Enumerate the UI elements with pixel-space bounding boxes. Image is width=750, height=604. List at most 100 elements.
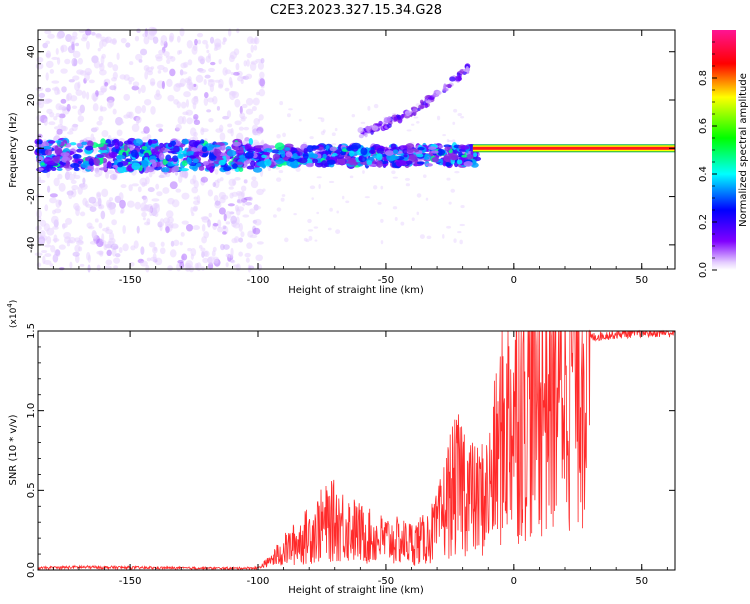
spectrogram-cell bbox=[151, 148, 159, 155]
spectrogram-cell bbox=[77, 240, 84, 244]
spectrogram-cell bbox=[240, 185, 247, 192]
spectrogram-cell bbox=[99, 63, 103, 68]
spectrogram-cell bbox=[147, 138, 153, 146]
spectrogram-cell bbox=[86, 222, 93, 229]
spectrogram-cell bbox=[140, 260, 148, 267]
spectrogram-cell bbox=[179, 168, 189, 172]
spectrogram-cell bbox=[358, 134, 364, 139]
spectrogram-cell bbox=[166, 58, 171, 64]
spectrogram-cell bbox=[177, 259, 184, 264]
spectrogram-cell bbox=[72, 153, 82, 159]
spectrogram-cell bbox=[209, 36, 215, 44]
spectrogram-cell bbox=[64, 58, 71, 65]
spectrogram-cell bbox=[228, 186, 234, 190]
spectrogram-cell bbox=[131, 123, 140, 133]
spectrogram-cell bbox=[77, 108, 83, 116]
colorbar-tick-label: 0.8 bbox=[698, 70, 709, 86]
spectrogram-cell bbox=[351, 114, 356, 118]
spectrogram-cell bbox=[256, 91, 260, 96]
spectrogram-cell bbox=[450, 188, 456, 193]
spectrogram-cell bbox=[66, 171, 72, 175]
snr-y-tick-label: 0.0 bbox=[26, 562, 37, 578]
spectrogram-cell bbox=[230, 71, 234, 75]
spectrogram-cell bbox=[60, 152, 70, 157]
spectrogram-cell bbox=[459, 223, 465, 227]
spectrogram-cell bbox=[312, 158, 319, 164]
spectrogram-cell bbox=[66, 103, 71, 112]
spectrogram-cell bbox=[217, 219, 222, 229]
spectrogram-cell bbox=[238, 237, 244, 243]
spectrogram-cell bbox=[413, 116, 419, 119]
spectrogram-cell bbox=[109, 85, 117, 91]
snr-frame bbox=[37, 330, 676, 571]
spectrogram-cell bbox=[246, 242, 253, 249]
spectrogram-cell bbox=[131, 85, 139, 91]
spectrogram-cell bbox=[320, 117, 325, 123]
spectrogram-cell bbox=[61, 86, 67, 93]
spectrogram-cell bbox=[82, 197, 88, 206]
spectrogram-cell bbox=[406, 147, 414, 154]
spectrogram-cell bbox=[234, 176, 241, 181]
spectrogram-cell bbox=[203, 78, 207, 85]
spectrogram-cell bbox=[104, 81, 109, 87]
spectrogram-cell bbox=[106, 143, 115, 148]
spectrogram-cell bbox=[326, 159, 336, 165]
spectrogram-cell bbox=[165, 210, 174, 218]
spectrogram-cell bbox=[267, 168, 271, 172]
spectrogram-cell bbox=[69, 128, 74, 132]
spectrogram-cell bbox=[239, 105, 243, 115]
spectrogram-cell bbox=[72, 31, 78, 38]
spectrogram-cell bbox=[141, 211, 147, 218]
spectrogram-cell bbox=[251, 105, 257, 112]
spectrogram-cell bbox=[220, 243, 225, 251]
spectrogram-x-tick-label: -150 bbox=[119, 275, 142, 286]
spectrogram-cell bbox=[241, 103, 248, 109]
spectrogram-cell bbox=[51, 56, 59, 61]
spectrogram-cell bbox=[186, 81, 195, 90]
spectrogram-cell bbox=[414, 159, 419, 167]
spectrogram-cell bbox=[318, 184, 321, 189]
spectrogram-y-tick-label: -40 bbox=[26, 237, 37, 253]
spectrogram-cell bbox=[264, 159, 272, 167]
spectrogram-cell bbox=[109, 232, 115, 241]
spectrogram-cell bbox=[316, 176, 322, 179]
spectrogram-cell bbox=[442, 134, 446, 137]
spectrogram-cell bbox=[75, 208, 80, 217]
spectrogram-cell bbox=[46, 160, 55, 165]
spectrogram-cell bbox=[203, 250, 208, 257]
spectrogram-cell bbox=[235, 62, 240, 71]
spectrogram-cell bbox=[120, 184, 127, 189]
spectrogram-cell bbox=[208, 212, 212, 218]
spectrogram-cell bbox=[409, 154, 418, 161]
spectrogram-cell bbox=[250, 179, 259, 189]
spectrogram-cell bbox=[179, 241, 183, 246]
spectrogram-cell bbox=[85, 145, 94, 151]
spectrogram-cell bbox=[94, 167, 99, 174]
spectrogram-cell bbox=[116, 52, 120, 61]
spectrogram-cell bbox=[67, 173, 76, 181]
spectrogram-cell bbox=[152, 202, 160, 209]
spectrogram-cell bbox=[144, 70, 149, 80]
spectrogram-cell bbox=[86, 40, 90, 50]
spectrogram-x-tick-label: 0 bbox=[511, 275, 517, 286]
spectrogram-cell bbox=[458, 151, 463, 157]
spectrogram-cell bbox=[256, 188, 264, 196]
spectrogram-cell bbox=[56, 57, 61, 65]
spectrogram-cell bbox=[252, 227, 261, 235]
spectrogram-cell bbox=[160, 147, 165, 151]
spectrogram-cell bbox=[112, 164, 119, 168]
spectrogram-cell bbox=[69, 142, 77, 146]
spectrogram-cell bbox=[198, 68, 207, 74]
spectrogram-cell bbox=[284, 147, 291, 151]
spectrogram-cell bbox=[186, 150, 196, 157]
spectrogram-cell bbox=[276, 134, 281, 139]
spectrogram-cell bbox=[109, 39, 117, 44]
colorbar-tick-label: 0.6 bbox=[698, 118, 709, 134]
spectrogram-cell bbox=[115, 253, 121, 258]
spectrogram-cell bbox=[152, 246, 158, 254]
spectrogram-cell bbox=[287, 158, 295, 162]
spectrogram-cell bbox=[44, 149, 53, 156]
spectrogram-cell bbox=[272, 214, 277, 218]
spectrogram-cell bbox=[96, 154, 105, 158]
spectrogram-cell bbox=[98, 167, 108, 171]
